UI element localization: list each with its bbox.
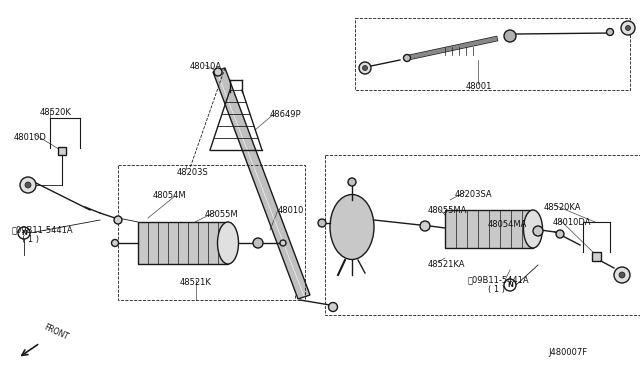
Circle shape	[420, 221, 430, 231]
Circle shape	[280, 240, 286, 246]
Ellipse shape	[524, 210, 543, 248]
Bar	[325, 155, 640, 315]
Text: 48521KA: 48521KA	[428, 260, 465, 269]
Ellipse shape	[330, 195, 374, 260]
Circle shape	[607, 29, 614, 35]
Text: 48055M: 48055M	[205, 210, 239, 219]
Bar	[58, 147, 66, 155]
Bar	[355, 18, 630, 90]
Circle shape	[619, 272, 625, 278]
Bar	[445, 210, 533, 248]
Text: 48520KA: 48520KA	[544, 203, 582, 212]
Text: ⓝ09B11-5441A: ⓝ09B11-5441A	[468, 275, 530, 284]
Text: 48010DA: 48010DA	[553, 218, 591, 227]
Text: 48203S: 48203S	[177, 168, 209, 177]
Circle shape	[348, 178, 356, 186]
Circle shape	[504, 30, 516, 42]
Text: 48203SA: 48203SA	[455, 190, 493, 199]
Circle shape	[20, 177, 36, 193]
Text: 48010D: 48010D	[14, 133, 47, 142]
Text: 48521K: 48521K	[180, 278, 212, 287]
Circle shape	[614, 267, 630, 283]
Circle shape	[533, 226, 543, 236]
Circle shape	[114, 216, 122, 224]
Circle shape	[625, 26, 630, 31]
Text: FRONT: FRONT	[42, 323, 69, 342]
Circle shape	[621, 21, 635, 35]
Circle shape	[362, 65, 367, 71]
Bar	[592, 252, 601, 261]
Circle shape	[111, 240, 118, 247]
Text: J480007F: J480007F	[548, 348, 587, 357]
Polygon shape	[213, 68, 310, 299]
Bar	[118, 165, 305, 300]
Text: 48010A: 48010A	[190, 62, 222, 71]
Text: 48055MA: 48055MA	[428, 206, 467, 215]
Ellipse shape	[218, 222, 239, 264]
Bar	[138, 222, 228, 264]
Circle shape	[556, 230, 564, 238]
Text: 48001: 48001	[466, 82, 492, 91]
Text: 48010: 48010	[278, 206, 305, 215]
Text: N: N	[21, 230, 27, 236]
Circle shape	[318, 219, 326, 227]
Text: 48520K: 48520K	[40, 108, 72, 117]
Text: ⓝ09B11-5441A: ⓝ09B11-5441A	[12, 225, 74, 234]
Text: 48054M: 48054M	[153, 191, 187, 200]
Circle shape	[214, 68, 222, 76]
Text: 48649P: 48649P	[270, 110, 301, 119]
Text: ( 1 ): ( 1 )	[488, 285, 505, 294]
Circle shape	[253, 238, 263, 248]
Text: 48054MA: 48054MA	[488, 220, 527, 229]
Circle shape	[359, 62, 371, 74]
Circle shape	[25, 182, 31, 188]
Circle shape	[403, 55, 410, 61]
Text: ( 1 ): ( 1 )	[22, 235, 39, 244]
Circle shape	[328, 302, 337, 311]
Text: N: N	[507, 282, 513, 288]
